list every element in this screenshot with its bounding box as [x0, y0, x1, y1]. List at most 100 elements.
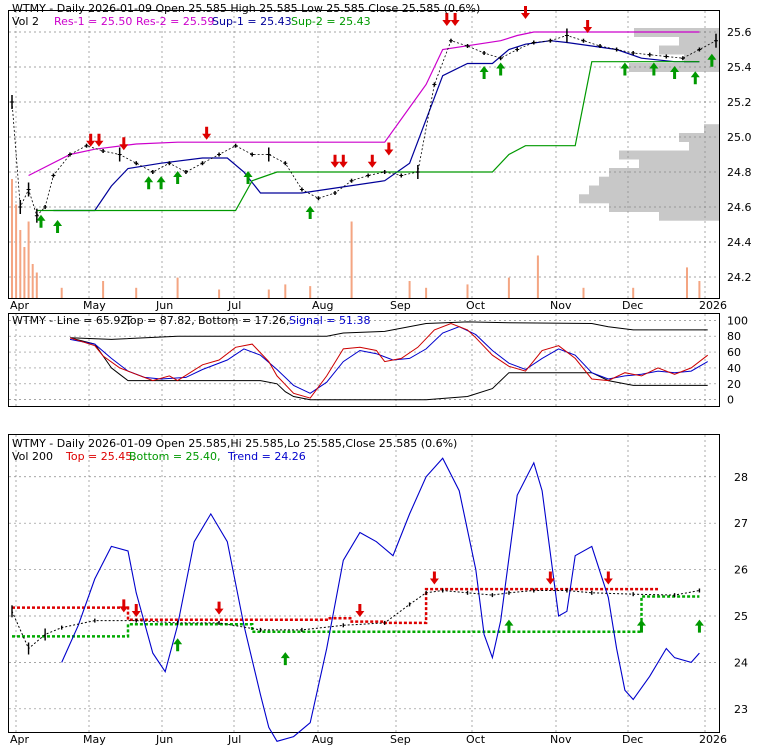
volume-bar — [102, 281, 105, 298]
oscillator-line — [69, 322, 709, 399]
trend-legend-vol: Vol 200 — [12, 450, 53, 463]
up-arrow-icon — [504, 619, 514, 633]
volume-bar — [23, 247, 26, 298]
up-arrow-icon — [173, 638, 183, 652]
volume-profile-bar — [659, 211, 719, 221]
volume-bar — [15, 204, 18, 298]
trend-lines — [11, 457, 701, 742]
price-y-axis: 25.6 25.4 25.2 25.0 24.8 24.6 24.4 24.2 — [727, 26, 752, 284]
oscillator-panel-frame — [8, 313, 720, 407]
price-y-tick-label: 25.6 — [727, 26, 752, 39]
price-x-tick-label: Nov — [550, 299, 572, 312]
price-x-tick-label: Apr — [10, 299, 30, 312]
volume-profile-bar — [579, 194, 719, 204]
down-arrow-icon — [521, 6, 531, 19]
up-arrow-icon — [53, 220, 63, 233]
trend-x-tick-label: Nov — [550, 733, 572, 745]
trend-grid — [9, 435, 719, 732]
trend-x-tick-label: Apr — [10, 733, 30, 745]
price-y-tick-label: 24.8 — [727, 166, 752, 179]
volume-profile — [579, 28, 719, 221]
price-grid — [9, 11, 719, 298]
volume-bar — [135, 287, 138, 298]
trend-arrows — [119, 571, 704, 666]
osc-y-tick-label: 20 — [727, 378, 741, 391]
price-x-tick-label: Oct — [466, 299, 486, 312]
price-x-tick-label: Sep — [390, 299, 411, 312]
oscillator-lines — [69, 321, 709, 401]
osc-legend-top: Top = 87.82, — [124, 314, 195, 327]
trend-y-tick-label: 28 — [734, 471, 748, 484]
price-legend-sup1: Sup-1 = 25.43 — [212, 15, 292, 28]
down-arrow-icon — [429, 571, 439, 585]
down-arrow-icon — [603, 571, 613, 585]
volume-profile-bar — [609, 168, 719, 177]
price-legend-vol: Vol 2 — [12, 15, 39, 28]
volume-bar — [466, 284, 469, 298]
price-y-tick-label: 25.2 — [727, 96, 752, 109]
signal-line — [69, 326, 708, 394]
resistance-line — [28, 31, 700, 177]
trend-y-tick-label: 25 — [734, 610, 748, 623]
down-arrow-icon — [131, 603, 141, 617]
volume-bar — [425, 287, 428, 298]
volume-profile-bar — [679, 36, 719, 46]
trend-x-tick-label: Dec — [622, 733, 643, 745]
up-arrow-icon — [690, 71, 700, 85]
down-arrow-icon — [338, 154, 348, 168]
volume-bar — [698, 281, 701, 298]
trend-y-axis: 28 27 26 25 24 23 — [734, 471, 748, 716]
up-arrow-icon — [243, 171, 253, 184]
volume-profile-bar — [639, 159, 719, 169]
down-arrow-icon — [355, 603, 365, 617]
volume-bar — [60, 287, 63, 298]
volume-profile-bar — [609, 203, 719, 212]
trend-y-tick-label: 23 — [734, 703, 748, 716]
up-arrow-icon — [144, 176, 154, 190]
price-y-tick-label: 24.2 — [727, 271, 752, 284]
down-arrow-icon — [214, 601, 224, 615]
trend-x-tick-label: May — [83, 733, 106, 745]
trend-x-tick-label: Jul — [227, 733, 241, 745]
down-arrow-icon — [442, 13, 452, 26]
up-arrow-icon — [670, 66, 680, 79]
support-upper-line — [53, 40, 700, 212]
osc-y-tick-label: 60 — [727, 346, 741, 359]
volume-profile-bar — [704, 124, 719, 134]
trend-panel-frame — [8, 434, 720, 733]
volume-bar — [350, 221, 353, 298]
volume-bar — [27, 221, 30, 298]
osc-y-tick-label: 80 — [727, 330, 741, 343]
up-arrow-icon — [649, 62, 659, 76]
price-legend-res1: Res-1 = 25.50 — [54, 15, 132, 28]
volume-bar — [408, 281, 411, 298]
price-x-tick-label: May — [83, 299, 106, 312]
volume-bar — [309, 286, 312, 298]
trend-legend-trend: Trend = 24.26 — [227, 450, 306, 463]
osc-y-tick-label: 0 — [727, 394, 734, 407]
volume-bar — [267, 289, 270, 298]
trend-y-tick-label: 27 — [734, 517, 748, 530]
volume-profile-bar — [659, 45, 719, 55]
trend-x-tick-label: 2026 — [699, 733, 727, 745]
down-arrow-icon — [119, 137, 129, 151]
price-x-tick-label: Jul — [227, 299, 241, 312]
volume-bar — [19, 230, 22, 298]
volume-profile-bar — [689, 141, 719, 151]
top-band-line — [12, 587, 658, 625]
trend-legend-bottom: Bottom = 25.40, — [129, 450, 221, 463]
trend-x-tick-label: Aug — [312, 733, 333, 745]
up-arrow-icon — [694, 619, 704, 633]
trend-y-tick-label: 24 — [734, 656, 748, 669]
down-arrow-icon — [202, 126, 212, 140]
up-arrow-icon — [707, 53, 717, 67]
price-y-tick-label: 25.0 — [727, 131, 752, 144]
top-band-line — [69, 321, 708, 340]
price-legend-title: WTMY - Daily 2026-01-09 Open 25.585 High… — [12, 2, 480, 15]
volume-profile-bar — [599, 176, 719, 186]
price-x-tick-label: Jun — [155, 299, 173, 312]
volume-bar — [632, 287, 635, 298]
volume-profile-bar — [684, 54, 719, 64]
volume-bar — [35, 272, 38, 298]
